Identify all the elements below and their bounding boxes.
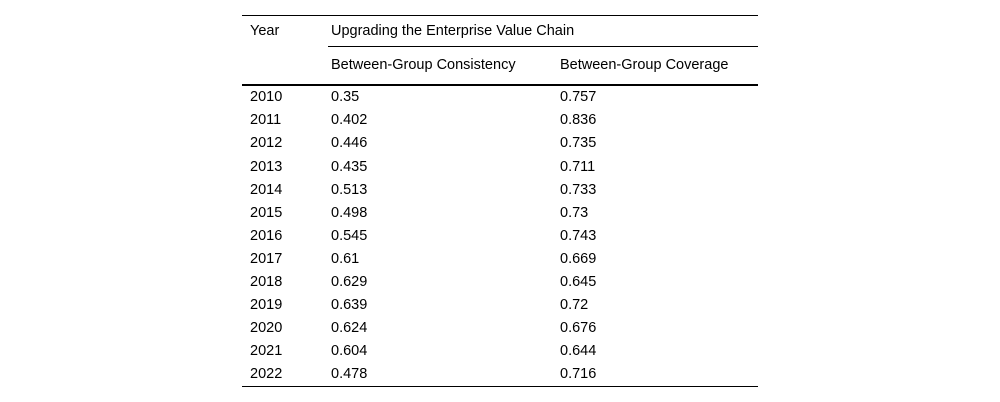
table-row: 2016 0.545 0.743 [242,225,758,248]
cell-coverage: 0.716 [560,366,597,383]
cell-coverage: 0.836 [560,112,597,129]
cell-consistency: 0.624 [331,320,368,337]
cell-consistency: 0.545 [331,227,368,244]
cell-coverage: 0.72 [560,297,589,314]
table-row: 2021 0.604 0.644 [242,340,758,363]
header-row-sub: Between-Group Consistency Between-Group … [242,46,759,86]
table-row: 2017 0.61 0.669 [242,248,758,271]
column-header-year: Year [250,23,280,39]
column-header-span-group: Upgrading the Enterprise Value Chain [328,15,759,47]
table-row: 2012 0.446 0.735 [242,132,758,155]
value-chain-table: Year Upgrading the Enterprise Value Chai… [242,15,759,388]
cell-year: 2010 [250,89,283,106]
table-row: 2015 0.498 0.73 [242,201,758,224]
cell-consistency: 0.402 [331,112,368,129]
column-header-year-spacer [242,46,328,86]
cell-year: 2012 [250,135,283,152]
table-body: 2010 0.35 0.757 2011 0.402 0.836 2012 0.… [242,85,758,387]
cell-consistency: 0.629 [331,274,368,291]
cell-year: 2020 [250,320,283,337]
cell-consistency: 0.35 [331,89,360,106]
cell-coverage: 0.735 [560,135,597,152]
cell-consistency: 0.513 [331,181,368,198]
cell-consistency: 0.446 [331,135,368,152]
cell-year: 2017 [250,250,283,267]
cell-coverage: 0.743 [560,227,597,244]
column-header-consistency: Between-Group Consistency [328,46,557,86]
cell-year: 2018 [250,274,283,291]
header-row-span: Year Upgrading the Enterprise Value Chai… [242,15,759,47]
cell-coverage: 0.711 [560,158,596,175]
cell-year: 2016 [250,227,283,244]
cell-coverage: 0.757 [560,89,597,106]
cell-consistency: 0.478 [331,366,368,383]
cell-year: 2021 [250,343,283,360]
cell-consistency: 0.498 [331,204,368,221]
cell-year: 2022 [250,366,283,383]
table-row: 2019 0.639 0.72 [242,294,758,317]
table-row: 2011 0.402 0.836 [242,109,758,132]
table-row: 2013 0.435 0.711 [242,155,758,178]
cell-consistency: 0.435 [331,158,368,175]
cell-coverage: 0.644 [560,343,597,360]
cell-coverage: 0.669 [560,250,597,267]
cell-consistency: 0.639 [331,297,368,314]
column-header-coverage: Between-Group Coverage [557,46,759,86]
cell-coverage: 0.733 [560,181,597,198]
cell-coverage: 0.676 [560,320,597,337]
cell-year: 2013 [250,158,283,175]
cell-consistency: 0.61 [331,250,360,267]
cell-year: 2011 [250,112,282,129]
cell-consistency: 0.604 [331,343,368,360]
cell-coverage: 0.645 [560,274,597,291]
cell-year: 2015 [250,204,283,221]
table-row: 2018 0.629 0.645 [242,271,758,294]
cell-coverage: 0.73 [560,204,589,221]
table-row: 2014 0.513 0.733 [242,178,758,201]
table-row: 2022 0.478 0.716 [242,363,758,387]
table-header: Year Upgrading the Enterprise Value Chai… [242,15,759,86]
table-row: 2010 0.35 0.757 [242,85,758,109]
table-row: 2020 0.624 0.676 [242,317,758,340]
cell-year: 2014 [250,181,283,198]
value-chain-table-wrapper: Year Upgrading the Enterprise Value Chai… [242,15,759,388]
cell-year: 2019 [250,297,283,314]
